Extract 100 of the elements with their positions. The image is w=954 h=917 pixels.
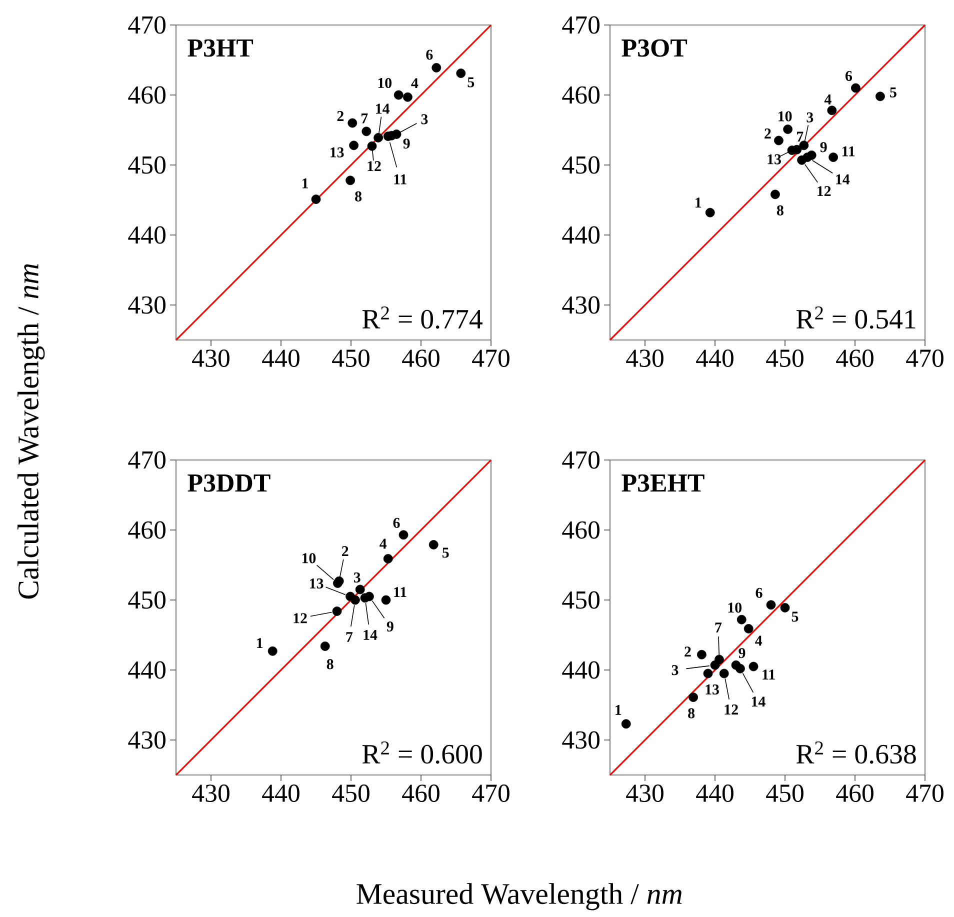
point bbox=[332, 606, 342, 616]
annotation: 1 bbox=[302, 178, 308, 188]
annotation: 9 bbox=[820, 142, 827, 152]
y-tick-label: 450 bbox=[128, 591, 166, 609]
x-tick-label: 460 bbox=[836, 350, 874, 367]
x-tick-label: 470 bbox=[906, 350, 944, 367]
annotation: 7 bbox=[346, 632, 353, 642]
annotation: 10 bbox=[378, 78, 392, 88]
annotation: 8 bbox=[355, 191, 362, 202]
annotation: 14 bbox=[752, 696, 766, 707]
point bbox=[367, 141, 377, 151]
annotation: R$^{2}$ = 0.774 bbox=[362, 306, 482, 329]
y-tick-label: 460 bbox=[562, 521, 600, 539]
point bbox=[346, 592, 356, 602]
annotation: 14 bbox=[364, 630, 378, 640]
x-tick-label: 430 bbox=[626, 350, 664, 367]
point bbox=[360, 593, 370, 603]
annotation: 4 bbox=[411, 78, 418, 88]
annotation: 2 bbox=[764, 128, 771, 138]
point bbox=[766, 600, 776, 610]
x-tick-label: 460 bbox=[402, 350, 440, 367]
point bbox=[697, 650, 706, 660]
x-tick-label: 440 bbox=[262, 350, 300, 367]
annotation: 3 bbox=[806, 112, 814, 122]
x-tick-label: 470 bbox=[472, 784, 510, 802]
annotation: 1 bbox=[616, 704, 622, 715]
annotation: 8 bbox=[326, 659, 334, 670]
y-tick-label: 440 bbox=[128, 226, 166, 244]
chart-title: P3EHT bbox=[622, 474, 704, 492]
point bbox=[802, 152, 812, 162]
y-tick-label: 430 bbox=[562, 731, 600, 749]
annotation: 11 bbox=[394, 174, 406, 184]
point bbox=[780, 603, 790, 612]
y-tick-label: 470 bbox=[128, 451, 166, 469]
x-tick-label: 450 bbox=[332, 784, 370, 802]
point bbox=[783, 124, 793, 134]
annotation: 11 bbox=[762, 670, 775, 680]
annotation: 13 bbox=[310, 578, 324, 589]
point bbox=[432, 63, 442, 72]
annotation: 9 bbox=[386, 621, 394, 632]
point bbox=[348, 118, 358, 128]
point bbox=[851, 83, 860, 93]
y-tick-label: 450 bbox=[562, 591, 600, 609]
annotation: 5 bbox=[792, 612, 798, 622]
annotation: 13 bbox=[330, 147, 344, 158]
annotation: 6 bbox=[756, 588, 762, 598]
y-tick-label: 440 bbox=[562, 226, 600, 244]
point bbox=[381, 595, 391, 605]
y-tick-label: 460 bbox=[562, 86, 600, 104]
point bbox=[311, 194, 321, 204]
annotation: 7 bbox=[797, 132, 804, 142]
point bbox=[394, 90, 404, 100]
point bbox=[403, 92, 412, 102]
annotation: 3 bbox=[354, 572, 360, 583]
x-tick-label: 470 bbox=[472, 350, 510, 367]
point bbox=[349, 140, 359, 150]
annotation: 12 bbox=[818, 186, 831, 196]
y-tick-label: 440 bbox=[128, 661, 166, 679]
point bbox=[703, 668, 713, 678]
point bbox=[428, 540, 438, 550]
annotation: 6 bbox=[845, 70, 852, 82]
annotation: 2 bbox=[342, 546, 348, 556]
point bbox=[736, 664, 745, 674]
point bbox=[333, 578, 342, 588]
y-tick-label: 450 bbox=[562, 156, 600, 174]
annotation: 10 bbox=[778, 111, 792, 122]
x-tick-label: 470 bbox=[906, 784, 944, 802]
point bbox=[748, 662, 758, 672]
x-tick-label: 440 bbox=[696, 784, 734, 802]
annotation: 12 bbox=[368, 161, 381, 172]
chart-title: P3DDT bbox=[188, 474, 270, 492]
chart-title: P3HT bbox=[188, 39, 254, 57]
y-tick-label: 450 bbox=[128, 156, 166, 174]
point bbox=[383, 554, 393, 564]
x-tick-label: 450 bbox=[332, 350, 370, 367]
point bbox=[714, 654, 724, 664]
x-tick-label: 460 bbox=[836, 784, 874, 802]
point bbox=[719, 668, 729, 678]
annotation: 7 bbox=[715, 622, 722, 632]
x-tick-label: 430 bbox=[192, 784, 230, 802]
point bbox=[456, 68, 466, 78]
x-tick-label: 450 bbox=[766, 784, 804, 802]
annotation: R$^{2}$ = 0.541 bbox=[796, 306, 916, 329]
point bbox=[827, 106, 837, 116]
y-tick-label: 440 bbox=[562, 661, 600, 679]
annotation: 4 bbox=[755, 636, 762, 646]
y-tick-label: 430 bbox=[128, 296, 166, 314]
x-tick-label: 430 bbox=[192, 350, 230, 367]
annotation: 5 bbox=[468, 77, 474, 88]
annotation: 10 bbox=[728, 602, 742, 613]
annotation: 11 bbox=[842, 146, 855, 156]
point bbox=[799, 140, 809, 150]
annotation: 8 bbox=[776, 205, 784, 216]
annotation: 12 bbox=[724, 704, 738, 714]
point bbox=[744, 624, 754, 634]
annotation: 4 bbox=[824, 94, 832, 104]
annotation: 14 bbox=[836, 174, 850, 184]
point bbox=[787, 146, 797, 155]
y-tick-label: 430 bbox=[128, 731, 166, 749]
point bbox=[268, 646, 278, 656]
